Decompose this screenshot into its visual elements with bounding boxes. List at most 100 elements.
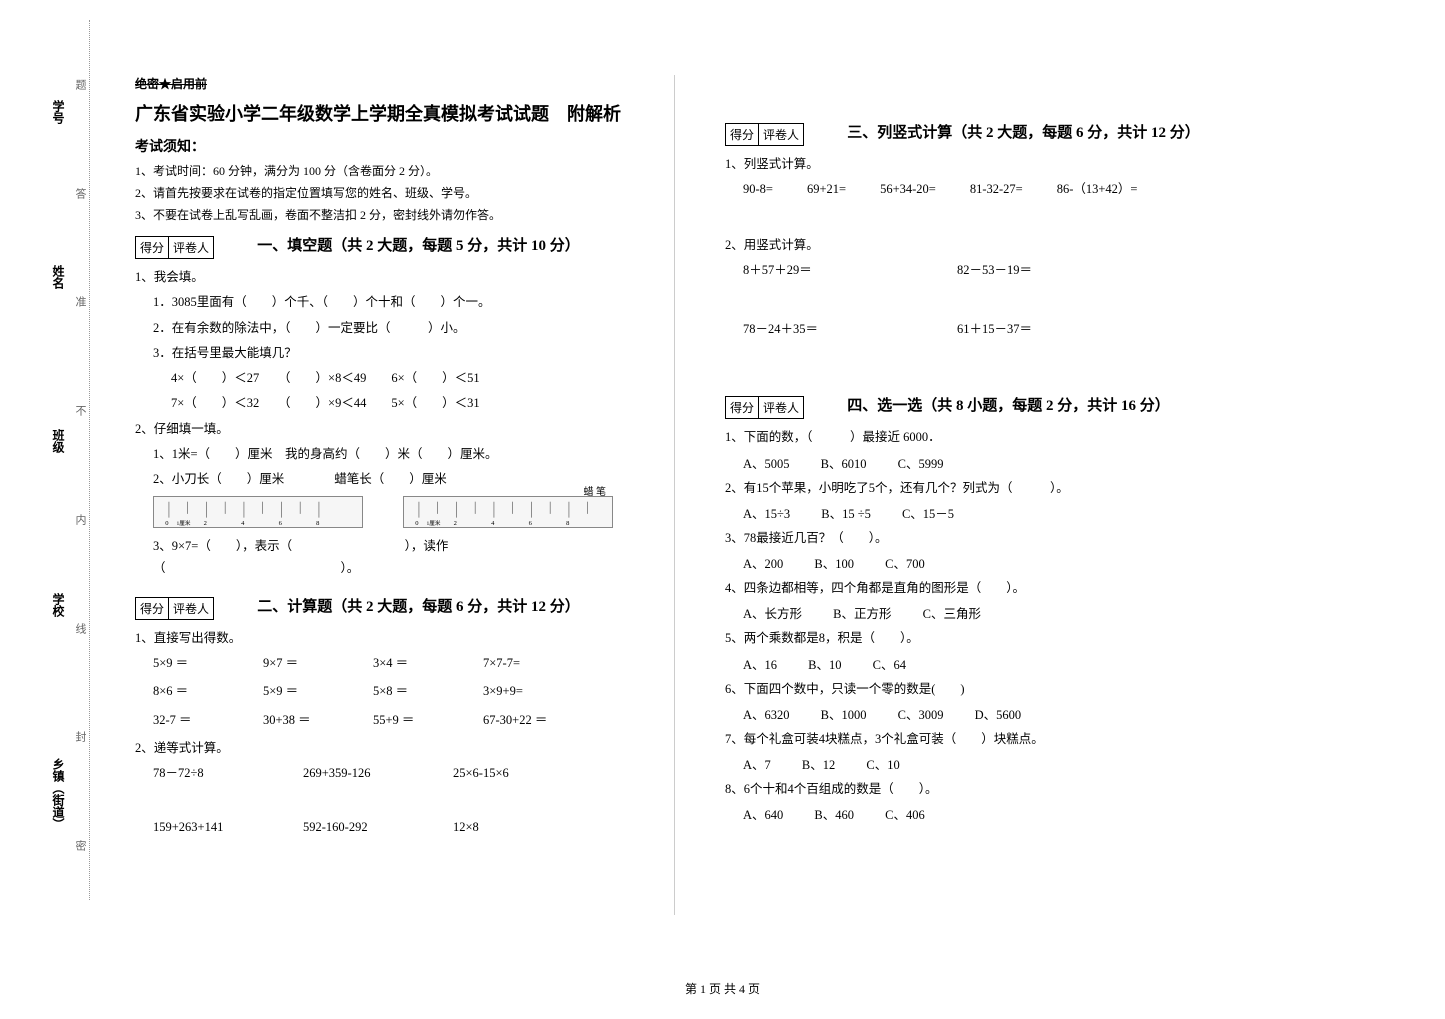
- o: C、700: [885, 553, 925, 572]
- s1-q2-1: 1、1米=（ ）厘米 我的身高约（ ）米（ ）厘米。: [135, 444, 654, 465]
- c: 159+263+141: [153, 817, 303, 838]
- o: A、640: [743, 804, 783, 823]
- s4-q6o: A、6320 B、1000 C、3009 D、5600: [743, 704, 1245, 723]
- s3-r1: 90-8= 69+21= 56+34-20= 81-32-27= 86-（13+…: [743, 179, 1245, 204]
- right-column: 得分 评卷人 三、列竖式计算（共 2 大题，每题 6 分，共计 12 分） 1、…: [705, 75, 1265, 915]
- c: 5×8 ＝: [373, 681, 483, 702]
- s4-q4o: A、长方形 B、正方形 C、三角形: [743, 603, 1245, 622]
- notice-1: 1、考试时间：60 分钟，满分为 100 分（含卷面分 2 分）。: [135, 162, 654, 179]
- s4-q4: 4、四条边都相等，四个角都是直角的图形是（ ）。: [725, 578, 1245, 599]
- bind-l1: 学校: [50, 593, 67, 617]
- svg-text:8: 8: [566, 520, 570, 527]
- c: 7×7-7=: [483, 653, 593, 674]
- c: 8×6 ＝: [153, 681, 263, 702]
- ruler-row: 01厘米2468 蜡 笔 01厘米2468: [153, 496, 654, 528]
- c: 592-160-292: [303, 817, 453, 838]
- s3-r2b: 78－24＋35＝ 61＋15－37＝: [743, 319, 1245, 344]
- notice-head: 考试须知：: [135, 136, 654, 156]
- bs7: 题: [72, 79, 88, 90]
- o: C、5999: [898, 453, 944, 472]
- bs2: 线: [72, 623, 88, 634]
- o: A、15÷3: [743, 503, 790, 522]
- c: 78－72÷8: [153, 763, 303, 784]
- grader-label: 评卷人: [169, 237, 213, 258]
- o: C、406: [885, 804, 925, 823]
- o: B、1000: [821, 704, 867, 723]
- score-label: 得分: [136, 598, 169, 619]
- s4-q3: 3、78最接近几百？（ ）。: [725, 528, 1245, 549]
- s4-q2o: A、15÷3 B、15 ÷5 C、15－5: [743, 503, 1245, 522]
- notice-2: 2、请首先按要求在试卷的指定位置填写您的姓名、班级、学号。: [135, 184, 654, 201]
- s4-q6: 6、下面四个数中，只读一个零的数是( ): [725, 679, 1245, 700]
- s1-q1-1: 1．3085里面有（ ）个千、（ ）个十和（ ）个一。: [135, 292, 654, 313]
- score-box-1: 得分 评卷人: [135, 236, 214, 259]
- bind-l0: 乡镇（街道）: [50, 758, 67, 830]
- svg-text:6: 6: [279, 520, 283, 527]
- page-footer: 第 1 页 共 4 页: [0, 980, 1445, 997]
- o: B、100: [814, 553, 854, 572]
- binding-labels: 乡镇（街道） 学校 班级 姓名 学号: [50, 30, 67, 900]
- score-label: 得分: [726, 397, 759, 418]
- o: B、15 ÷5: [821, 503, 871, 522]
- score-label: 得分: [726, 124, 759, 145]
- o: B、10: [808, 654, 841, 673]
- bind-l3: 姓名: [50, 265, 67, 289]
- s2-r3: 32-7 ＝ 30+38 ＝ 55+9 ＝ 67-30+22 ＝: [135, 710, 654, 734]
- bs3: 内: [72, 514, 88, 525]
- bs5: 准: [72, 296, 88, 307]
- s4-q3o: A、200 B、100 C、700: [743, 553, 1245, 572]
- o: A、5005: [743, 453, 790, 472]
- s1-q2-3: 3、9×7=（ ），表示（ ），读作（ ）。: [135, 536, 654, 579]
- c: 3×9+9=: [483, 681, 593, 702]
- o: C、10: [866, 754, 899, 773]
- bs6: 答: [72, 188, 88, 199]
- bind-l2: 班级: [50, 429, 67, 453]
- c: 30+38 ＝: [263, 710, 373, 731]
- grader-label: 评卷人: [759, 124, 803, 145]
- svg-text:2: 2: [204, 520, 207, 527]
- score-box-3: 得分 评卷人: [725, 123, 804, 146]
- s1-q1-3a: 4×（ ）＜27 （ ）×8＜49 6×（ ）＜51: [135, 368, 654, 389]
- c: 8＋57＋29＝: [743, 260, 923, 281]
- o: A、200: [743, 553, 783, 572]
- bs4: 不: [72, 405, 88, 416]
- s4-q1: 1、下面的数，（ ）最接近 6000．: [725, 427, 1245, 448]
- s4-q2: 2、有15个苹果，小明吃了5个，还有几个？列式为（ ）。: [725, 478, 1245, 499]
- s2-r4: 78－72÷8 269+359-126 25×6-15×6: [135, 763, 654, 787]
- s1-q2-2: 2、小刀长（ ）厘米 蜡笔长（ ）厘米: [135, 469, 654, 490]
- c: 269+359-126: [303, 763, 453, 784]
- grader-label: 评卷人: [169, 598, 213, 619]
- svg-text:1厘米: 1厘米: [176, 519, 190, 527]
- page-content: 绝密★启用前 广东省实验小学二年级数学上学期全真模拟考试试题 附解析 考试须知：…: [115, 75, 1395, 915]
- section-2-title: 二、计算题（共 2 大题，每题 6 分，共计 12 分）: [257, 589, 580, 616]
- c: 90-8=: [743, 179, 773, 200]
- c: 86-（13+42）=: [1057, 179, 1138, 200]
- s1-q2: 2、仔细填一填。: [135, 419, 654, 440]
- notice-3: 3、不要在试卷上乱写乱画，卷面不整洁扣 2 分，密封线外请勿作答。: [135, 206, 654, 223]
- section-4-title: 四、选一选（共 8 小题，每题 2 分，共计 16 分）: [847, 388, 1170, 415]
- svg-text:4: 4: [491, 520, 495, 527]
- c: 67-30+22 ＝: [483, 710, 593, 731]
- bs1: 封: [72, 731, 88, 742]
- bs0: 密: [72, 840, 88, 851]
- s1-q1: 1、我会填。: [135, 267, 654, 288]
- c: 25×6-15×6: [453, 763, 603, 784]
- section-4-header: 得分 评卷人 四、选一选（共 8 小题，每题 2 分，共计 16 分）: [725, 388, 1245, 423]
- o: A、6320: [743, 704, 790, 723]
- s4-q1o: A、5005 B、6010 C、5999: [743, 453, 1245, 472]
- svg-text:8: 8: [316, 520, 320, 527]
- svg-text:4: 4: [241, 520, 245, 527]
- s4-q8o: A、640 B、460 C、406: [743, 804, 1245, 823]
- s4-q7o: A、7 B、12 C、10: [743, 754, 1245, 773]
- section-3-title: 三、列竖式计算（共 2 大题，每题 6 分，共计 12 分）: [847, 115, 1200, 142]
- o: B、正方形: [833, 603, 891, 622]
- c: 32-7 ＝: [153, 710, 263, 731]
- ruler-2: 蜡 笔 01厘米2468: [403, 496, 613, 528]
- s3-q1: 1、列竖式计算。: [725, 154, 1245, 175]
- svg-text:1厘米: 1厘米: [426, 519, 440, 527]
- c: 56+34-20=: [880, 179, 936, 200]
- s2-r1: 5×9 ＝ 9×7 ＝ 3×4 ＝ 7×7-7=: [135, 653, 654, 677]
- o: C、64: [873, 654, 906, 673]
- bind-l4: 学号: [50, 100, 67, 124]
- o: C、15－5: [902, 503, 954, 522]
